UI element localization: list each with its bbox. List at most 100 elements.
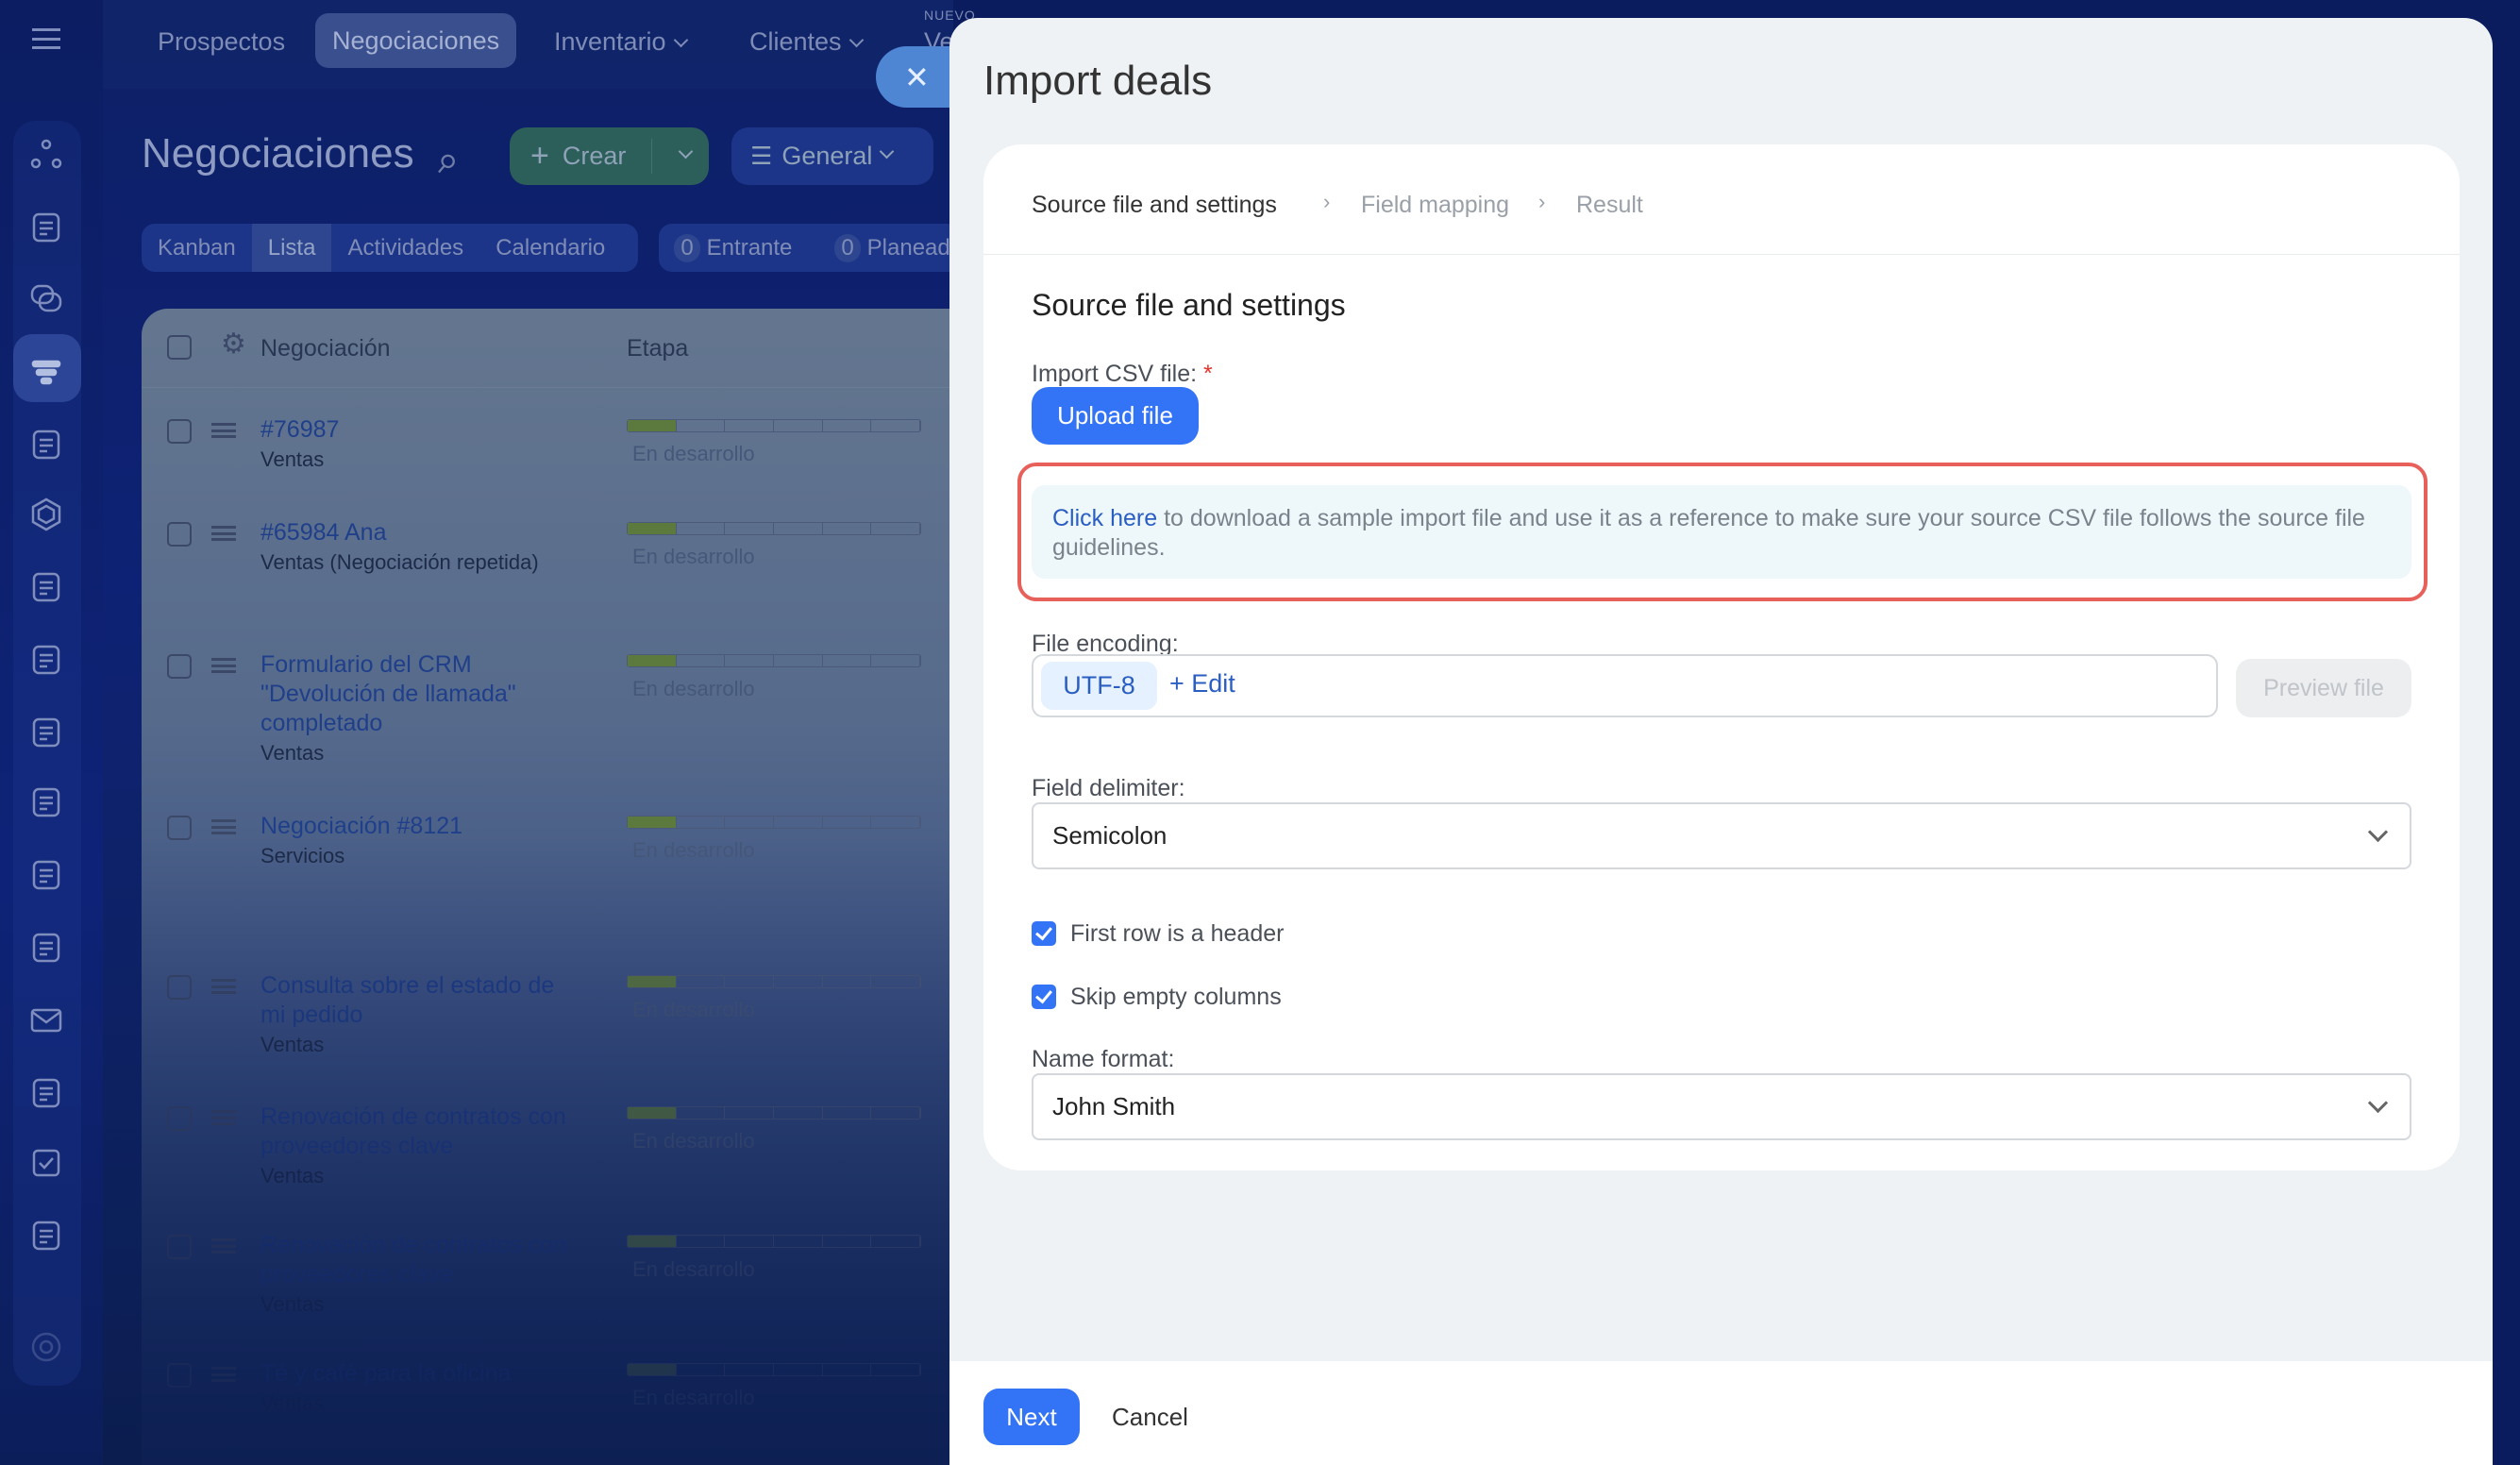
nav-clientes[interactable]: Clientes [749,21,864,68]
funnel-icon[interactable] [28,354,64,390]
stage-progress-bar[interactable] [627,975,921,988]
deal-title-link[interactable]: Renovación de contratos con proveedores … [260,1103,566,1159]
row-checkbox[interactable] [167,1363,192,1388]
circles-icon[interactable] [28,137,64,173]
tab-actividades[interactable]: Actividades [347,235,464,261]
drag-handle-icon[interactable] [211,1367,236,1382]
drag-handle-icon[interactable] [211,979,236,994]
nav-negociaciones[interactable]: Negociaciones [315,13,517,68]
deal-title-link[interactable]: Té y café para la oficina [260,1360,512,1387]
stage-progress-bar[interactable] [627,1363,921,1376]
tab-kanban[interactable]: Kanban [158,235,236,261]
step-source[interactable]: Source file and settings [1032,192,1277,218]
column-header-deal[interactable]: Negociación [260,335,391,362]
step-result[interactable]: Result [1576,192,1643,218]
encoding-field[interactable]: UTF-8 + Edit [1032,654,2218,717]
nav-inventario[interactable]: Inventario [554,21,688,68]
presentation-icon[interactable] [28,857,64,893]
deal-title-link[interactable]: #65984 Ana [260,519,387,546]
select-all-checkbox[interactable] [167,335,192,360]
row-checkbox[interactable] [167,522,192,547]
mail-icon[interactable] [28,1002,64,1038]
section-title: Source file and settings [1032,288,1346,322]
stage-progress-bar[interactable] [627,816,921,829]
users-icon[interactable] [28,1075,64,1111]
stage-progress-bar[interactable] [627,654,921,667]
nav-prospectos[interactable]: Prospectos [158,27,286,56]
close-panel-button[interactable]: ✕ [876,46,961,108]
tab-lista[interactable]: Lista [251,224,332,272]
card-icon[interactable] [28,930,64,966]
drag-handle-icon[interactable] [211,1238,236,1254]
delimiter-select[interactable]: Semicolon [1032,802,2411,869]
chevron-down-icon[interactable] [678,143,694,160]
deal-title-link[interactable]: Renovación de contratos con proveedores … [260,1232,566,1288]
name-format-select[interactable]: John Smith [1032,1073,2411,1140]
cancel-button[interactable]: Cancel [1112,1403,1188,1431]
task-icon[interactable] [28,1145,64,1181]
menu-icon[interactable] [32,28,60,49]
counter-entrante[interactable]: 0 Entrante [674,224,792,272]
document-icon[interactable] [28,210,64,245]
hexagon-icon[interactable] [28,497,64,532]
stage-progress-bar[interactable] [627,419,921,432]
encoding-chip[interactable]: UTF-8 [1041,662,1157,710]
column-header-stage[interactable]: Etapa [627,335,689,362]
filter-button[interactable]: ☰ General [731,127,933,185]
contact-icon[interactable] [28,427,64,463]
drag-handle-icon[interactable] [211,819,236,834]
stage-label: En desarrollo [632,1257,755,1281]
row-checkbox[interactable] [167,975,192,1000]
dialog-title: Import deals [983,58,1213,104]
view-tabs: Kanban Lista Actividades Calendario [142,224,638,272]
stage-progress-bar[interactable] [627,522,921,535]
deal-title-link[interactable]: Formulario del CRM "Devolución de llamad… [260,651,516,736]
tab-calendario[interactable]: Calendario [496,235,606,261]
chevron-down-icon [673,32,688,48]
first-row-header-label[interactable]: First row is a header [1070,920,1285,947]
skip-empty-columns-label[interactable]: Skip empty columns [1070,984,1282,1010]
upload-file-button[interactable]: Upload file [1032,387,1199,445]
counter-label: Planead [866,235,950,261]
top-nav: Prospectos Negociaciones Inventario Clie… [103,0,975,89]
file-icon[interactable] [28,715,64,750]
close-icon: ✕ [904,59,930,94]
stage-progress-bar[interactable] [627,1106,921,1120]
gear-icon[interactable]: ⚙ [221,328,246,360]
chevron-right-icon: › [1323,190,1331,213]
drag-handle-icon[interactable] [211,526,236,541]
row-checkbox[interactable] [167,816,192,840]
store-icon[interactable] [28,784,64,820]
step-field-mapping[interactable]: Field mapping [1361,192,1510,218]
download-sample-link[interactable]: Click here [1052,505,1158,531]
drag-handle-icon[interactable] [211,423,236,438]
stage-label: En desarrollo [632,1129,755,1153]
row-checkbox[interactable] [167,1235,192,1259]
filter-label: General [781,142,873,170]
calendar-icon[interactable] [28,569,64,605]
deal-title-link[interactable]: #76987 [260,416,340,443]
row-checkbox[interactable] [167,419,192,444]
chat-icon[interactable] [28,281,64,317]
new-badge: NUEVO [924,8,976,23]
deal-title-link[interactable]: Consulta sobre el estado de mi pedido [260,972,555,1028]
create-button[interactable]: + Crear [510,127,709,185]
deal-title-link[interactable]: Negociación #8121 [260,813,463,839]
stage-label: En desarrollo [632,998,755,1021]
next-button[interactable]: Next [983,1389,1080,1445]
row-checkbox[interactable] [167,654,192,679]
drag-handle-icon[interactable] [211,658,236,673]
counter-planeadas[interactable]: 0 Planead [834,224,950,272]
deal-pipeline: Ventas [260,1164,325,1187]
stage-progress-bar[interactable] [627,1235,921,1248]
first-row-header-checkbox[interactable] [1032,921,1056,946]
row-checkbox[interactable] [167,1106,192,1131]
schedule-icon[interactable] [28,1218,64,1254]
robot-icon[interactable] [28,642,64,678]
settings-icon[interactable] [28,1329,64,1365]
preview-file-button[interactable]: Preview file [2236,659,2411,717]
skip-empty-columns-checkbox[interactable] [1032,985,1056,1009]
edit-encoding-link[interactable]: + Edit [1169,669,1235,698]
drag-handle-icon[interactable] [211,1110,236,1125]
chevron-down-icon [848,32,864,48]
